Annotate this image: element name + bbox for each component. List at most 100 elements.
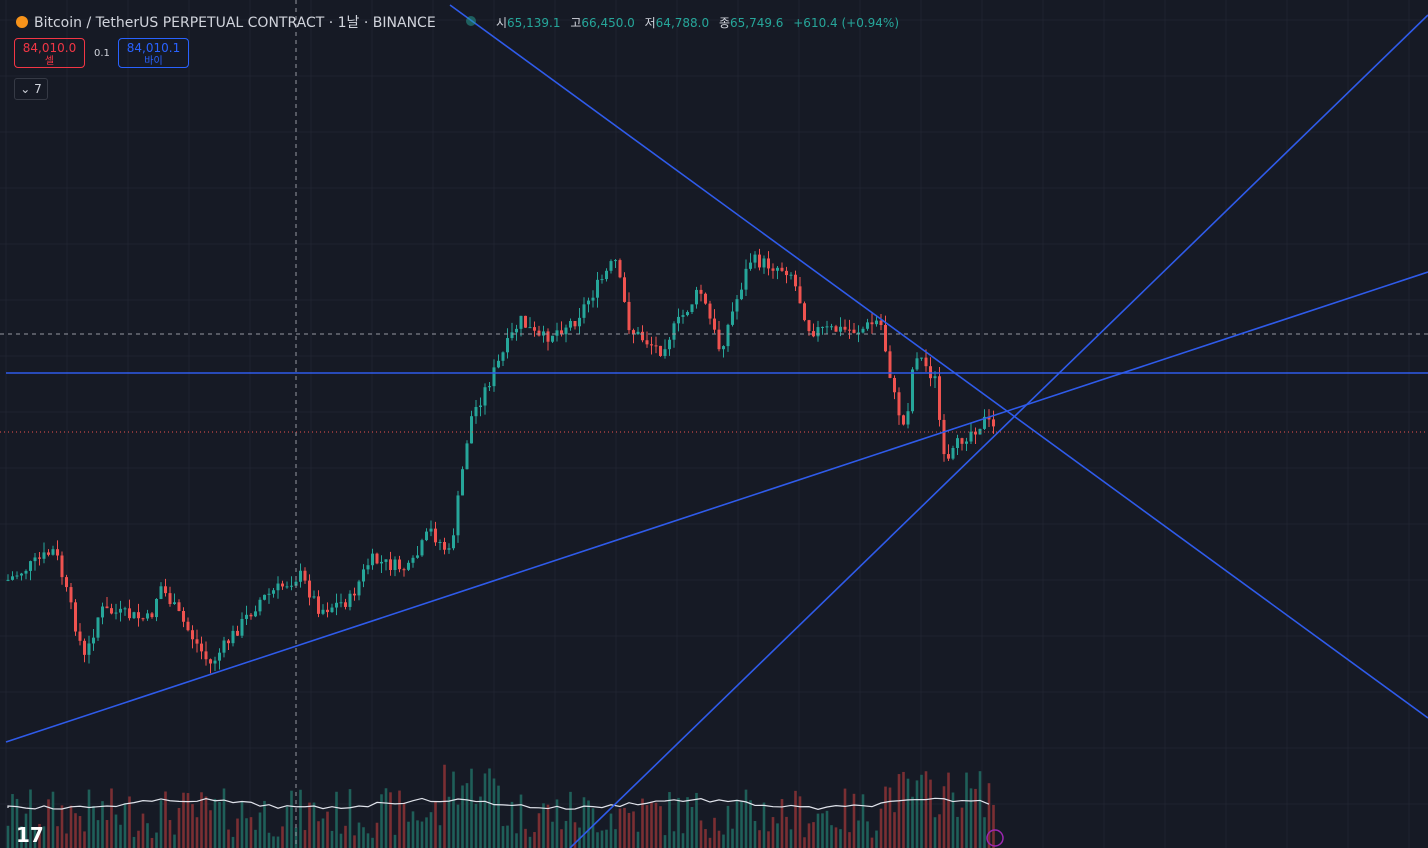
candle-body <box>551 335 554 342</box>
candle-body <box>848 329 851 331</box>
volume-bar <box>537 813 541 848</box>
volume-bar <box>452 771 455 848</box>
candle-body <box>299 570 302 582</box>
volume-bar <box>677 797 680 848</box>
candle-body <box>753 254 757 263</box>
buy-button[interactable]: 84,010.1 바이 <box>118 38 189 68</box>
candle-body <box>290 585 293 587</box>
volume-bar <box>605 829 608 848</box>
candle-body <box>20 573 23 576</box>
volume-bar <box>303 830 307 848</box>
volume-bar <box>636 831 640 848</box>
volume-bar <box>515 833 518 848</box>
volume-bar <box>398 790 401 848</box>
volume-bar <box>771 817 775 848</box>
volume-bar <box>407 821 410 848</box>
candle-body <box>506 338 509 353</box>
volume-bar <box>960 807 964 848</box>
volume-bar <box>164 791 167 848</box>
volume-bar <box>938 814 941 848</box>
volume-bar <box>933 817 937 848</box>
volume-bar <box>366 833 370 848</box>
candle-body <box>366 565 370 570</box>
volume-bar <box>762 802 766 848</box>
volume-bar <box>812 822 815 848</box>
volume-bar <box>137 830 140 848</box>
candle-body <box>272 590 275 594</box>
volume-bar <box>776 823 779 848</box>
candle-body <box>389 559 392 571</box>
volume-bar <box>74 813 77 848</box>
volume-bar <box>906 778 910 848</box>
candle-body <box>420 540 424 556</box>
indicator-toggle[interactable]: ⌄ 7 <box>14 78 48 100</box>
candle-body <box>371 553 374 566</box>
candle-body <box>897 392 901 416</box>
volume-bar <box>443 764 446 848</box>
volume-bar <box>285 806 289 848</box>
candle-body <box>596 279 599 298</box>
candle-body <box>132 612 136 619</box>
candle-body <box>105 606 109 609</box>
volume-bar <box>501 826 505 848</box>
volume-ma <box>7 797 990 810</box>
volume-bar <box>731 828 734 848</box>
candle-body <box>789 274 793 276</box>
candle-body <box>285 586 289 588</box>
indicator-count: 7 <box>34 82 42 96</box>
volume-bar <box>704 829 707 848</box>
volume-bar <box>92 805 95 848</box>
buy-label: 바이 <box>144 56 163 67</box>
volume-bar <box>429 812 433 848</box>
candle-body <box>344 602 347 607</box>
symbol-title[interactable]: Bitcoin / TetherUS PERPETUAL CONTRACT · … <box>34 15 436 31</box>
candle-body <box>407 562 410 570</box>
volume-bar <box>240 801 244 848</box>
candle-body <box>33 557 37 562</box>
volume-bar <box>600 830 604 848</box>
candle-body <box>195 639 199 644</box>
tv-logo: 17 <box>16 823 44 847</box>
candle-body <box>317 596 320 614</box>
volume-bar <box>200 792 203 848</box>
candle-body <box>794 274 797 287</box>
candle-body <box>483 387 487 406</box>
volume-bar <box>434 801 437 848</box>
volume-bar <box>173 834 176 848</box>
volume-bar <box>546 804 550 848</box>
volume-bar <box>564 820 568 848</box>
sell-button[interactable]: 84,010.0 셀 <box>14 38 85 68</box>
volume-bar <box>758 830 761 848</box>
candle-body <box>947 454 950 459</box>
candle-body <box>578 317 581 327</box>
candle-body <box>731 311 734 325</box>
candle-body <box>816 327 820 337</box>
volume-bar <box>852 793 856 848</box>
candle-body <box>641 331 644 341</box>
candle-body <box>488 386 491 388</box>
candle-body <box>6 579 10 581</box>
volume-bar <box>380 794 383 848</box>
ohlc-dot <box>466 16 476 26</box>
candle-body <box>542 331 545 336</box>
candle-body <box>870 322 874 325</box>
volume-bar <box>317 821 320 848</box>
candle-body <box>474 407 478 417</box>
candle-body <box>330 607 334 613</box>
volume-bar <box>146 823 149 848</box>
volume-bar <box>465 783 469 848</box>
candle-body <box>920 357 923 359</box>
volume-bar <box>348 789 352 848</box>
trend-line <box>449 4 1428 719</box>
volume-bar <box>848 832 851 848</box>
volume-bar <box>668 792 671 848</box>
candle-body <box>101 606 104 618</box>
volume-bar <box>735 799 739 848</box>
volume-bar <box>87 789 91 848</box>
candle-body <box>164 586 167 594</box>
volume-bar <box>258 812 262 848</box>
ohlc-label: 종 <box>718 16 730 30</box>
volume-bar <box>987 783 991 848</box>
volume-bar <box>362 827 365 848</box>
candle-body <box>627 301 631 331</box>
